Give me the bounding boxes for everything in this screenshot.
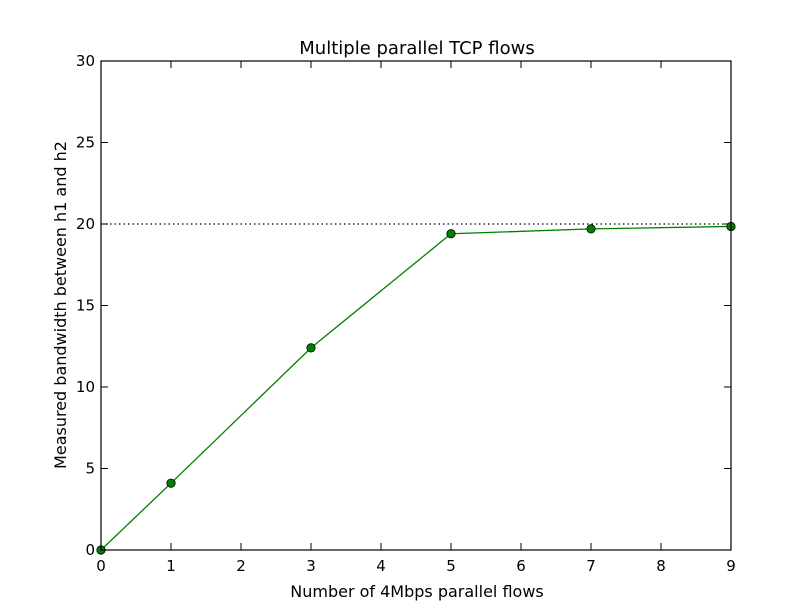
x-tick-label: 9 xyxy=(726,557,736,575)
x-tick-label: 7 xyxy=(586,557,596,575)
x-tick-label: 3 xyxy=(306,557,316,575)
y-tick-label: 0 xyxy=(85,541,95,559)
x-tick-label: 4 xyxy=(376,557,386,575)
y-tick-label: 20 xyxy=(76,215,95,233)
data-point xyxy=(586,224,596,234)
y-tick-label: 30 xyxy=(76,52,95,70)
y-tick-label: 10 xyxy=(76,378,95,396)
x-tick-label: 0 xyxy=(96,557,106,575)
x-tick-label: 6 xyxy=(516,557,526,575)
data-point xyxy=(306,343,316,353)
x-tick-label: 2 xyxy=(236,557,246,575)
data-point xyxy=(166,478,176,488)
data-point xyxy=(446,229,456,239)
plot-area: 0 1 2 3 4 5 6 7 8 9 0 5 10 15 20 25 30 xyxy=(76,52,736,575)
x-tick-label: 5 xyxy=(446,557,456,575)
x-tick-label: 8 xyxy=(656,557,666,575)
y-tick-label: 15 xyxy=(76,297,95,315)
y-axis-label: Measured bandwidth between h1 and h2 xyxy=(51,141,70,469)
x-tick-label: 1 xyxy=(166,557,176,575)
x-axis-label: Number of 4Mbps parallel flows xyxy=(290,582,543,601)
y-tick-label: 25 xyxy=(76,134,95,152)
plot-frame xyxy=(100,60,732,551)
chart-title: Multiple parallel TCP flows xyxy=(299,38,534,59)
series-line xyxy=(100,225,732,551)
y-tick-label: 5 xyxy=(85,460,95,478)
